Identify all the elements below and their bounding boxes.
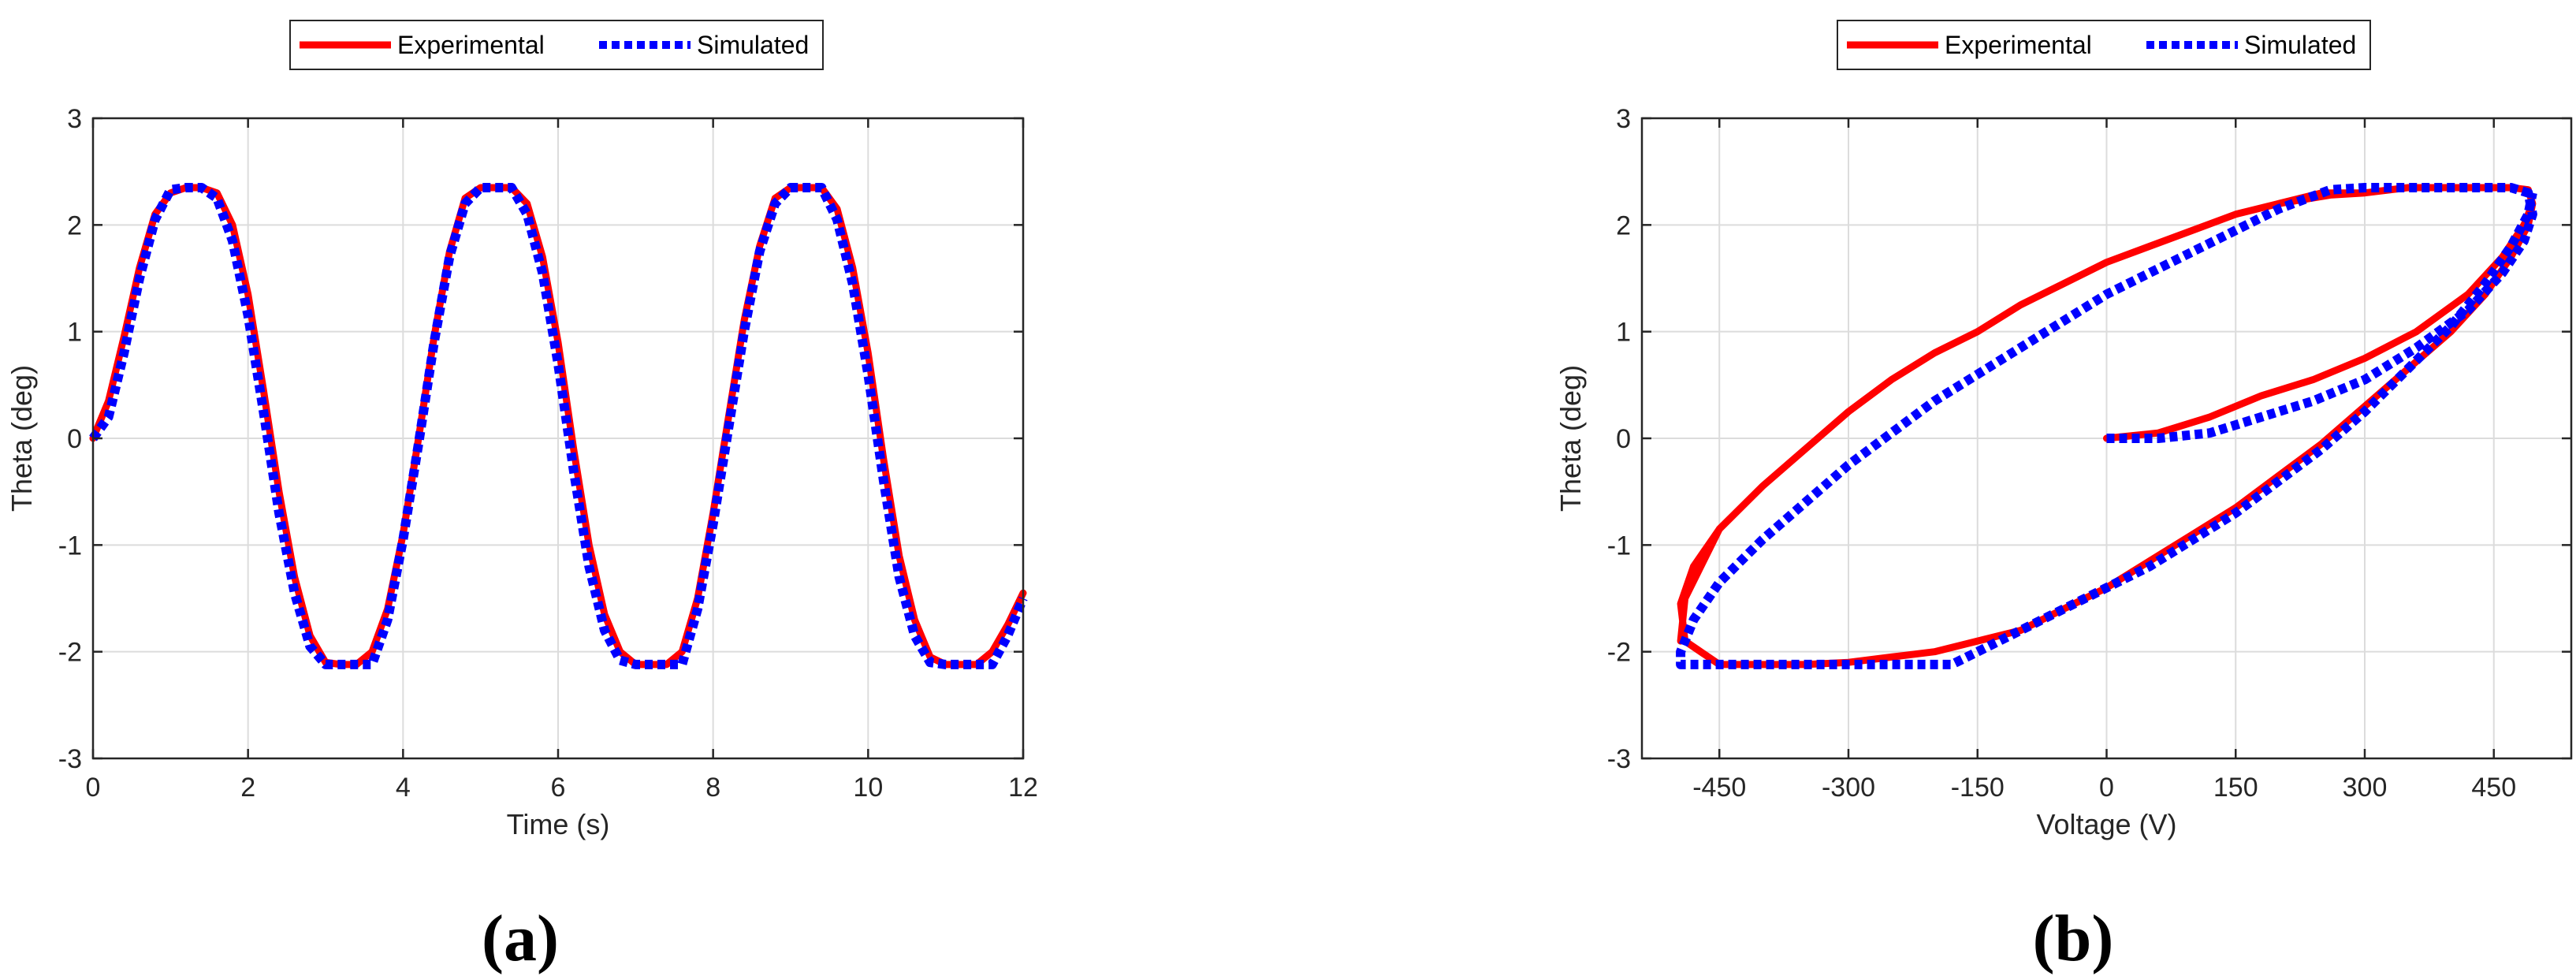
x-tick-label: 12 — [1008, 773, 1038, 803]
chart-b: -450 -300 -150 0 150 300 450 -3 -2 -1 0 1 2 3 Voltage … — [1554, 20, 2573, 975]
x-tick-label: 300 — [2343, 773, 2388, 803]
y-tick-label: -1 — [58, 531, 82, 561]
x-axis-label: Voltage (V) — [2036, 808, 2176, 840]
y-tick-label: -3 — [1607, 744, 1631, 774]
y-tick-label: 1 — [1616, 318, 1631, 348]
legend: Experimental Simulated — [1837, 20, 2371, 70]
y-tick-label: -3 — [58, 744, 82, 774]
legend-box — [289, 20, 824, 70]
legend-label-simulated: Simulated — [2244, 31, 2356, 59]
x-tick-label: 8 — [705, 773, 720, 803]
y-tick-label: 2 — [67, 210, 82, 240]
x-tick-label: 0 — [2099, 773, 2114, 803]
y-tick-label: 2 — [1616, 210, 1631, 240]
y-tick-label: 0 — [1616, 424, 1631, 454]
x-tick-label: 6 — [551, 773, 566, 803]
y-tick-label: 3 — [67, 104, 82, 134]
x-tick-label: 4 — [396, 773, 411, 803]
y-axis-label: Theta (deg) — [1554, 365, 1587, 512]
x-tick-label: -450 — [1692, 773, 1746, 803]
x-tick-label: 150 — [2213, 773, 2258, 803]
legend: Experimental Simulated — [289, 20, 824, 70]
legend-label-experimental: Experimental — [1945, 31, 2092, 59]
panel-label: (b) — [2033, 902, 2114, 975]
series-line-simulated — [89, 183, 1028, 669]
x-tick-label: 10 — [853, 773, 883, 803]
y-tick-label: 1 — [67, 318, 82, 348]
legend-label-simulated: Simulated — [697, 31, 809, 59]
legend-label-experimental: Experimental — [397, 31, 545, 59]
y-tick-label: -2 — [1607, 638, 1631, 668]
x-tick-label: 2 — [240, 773, 255, 803]
x-tick-label: 0 — [86, 773, 101, 803]
x-tick-label: -300 — [1822, 773, 1875, 803]
y-tick-label: 0 — [67, 424, 82, 454]
x-tick-label: -150 — [1951, 773, 2005, 803]
panel-label: (a) — [482, 902, 559, 975]
series-line-simulated — [1676, 183, 2537, 669]
y-axis-label: Theta (deg) — [6, 365, 38, 512]
x-tick-label: 450 — [2471, 773, 2516, 803]
y-tick-label: -1 — [1607, 531, 1631, 561]
y-tick-label: 3 — [1616, 104, 1631, 134]
y-tick-label: -2 — [58, 638, 82, 668]
x-axis-label: Time (s) — [507, 808, 610, 840]
